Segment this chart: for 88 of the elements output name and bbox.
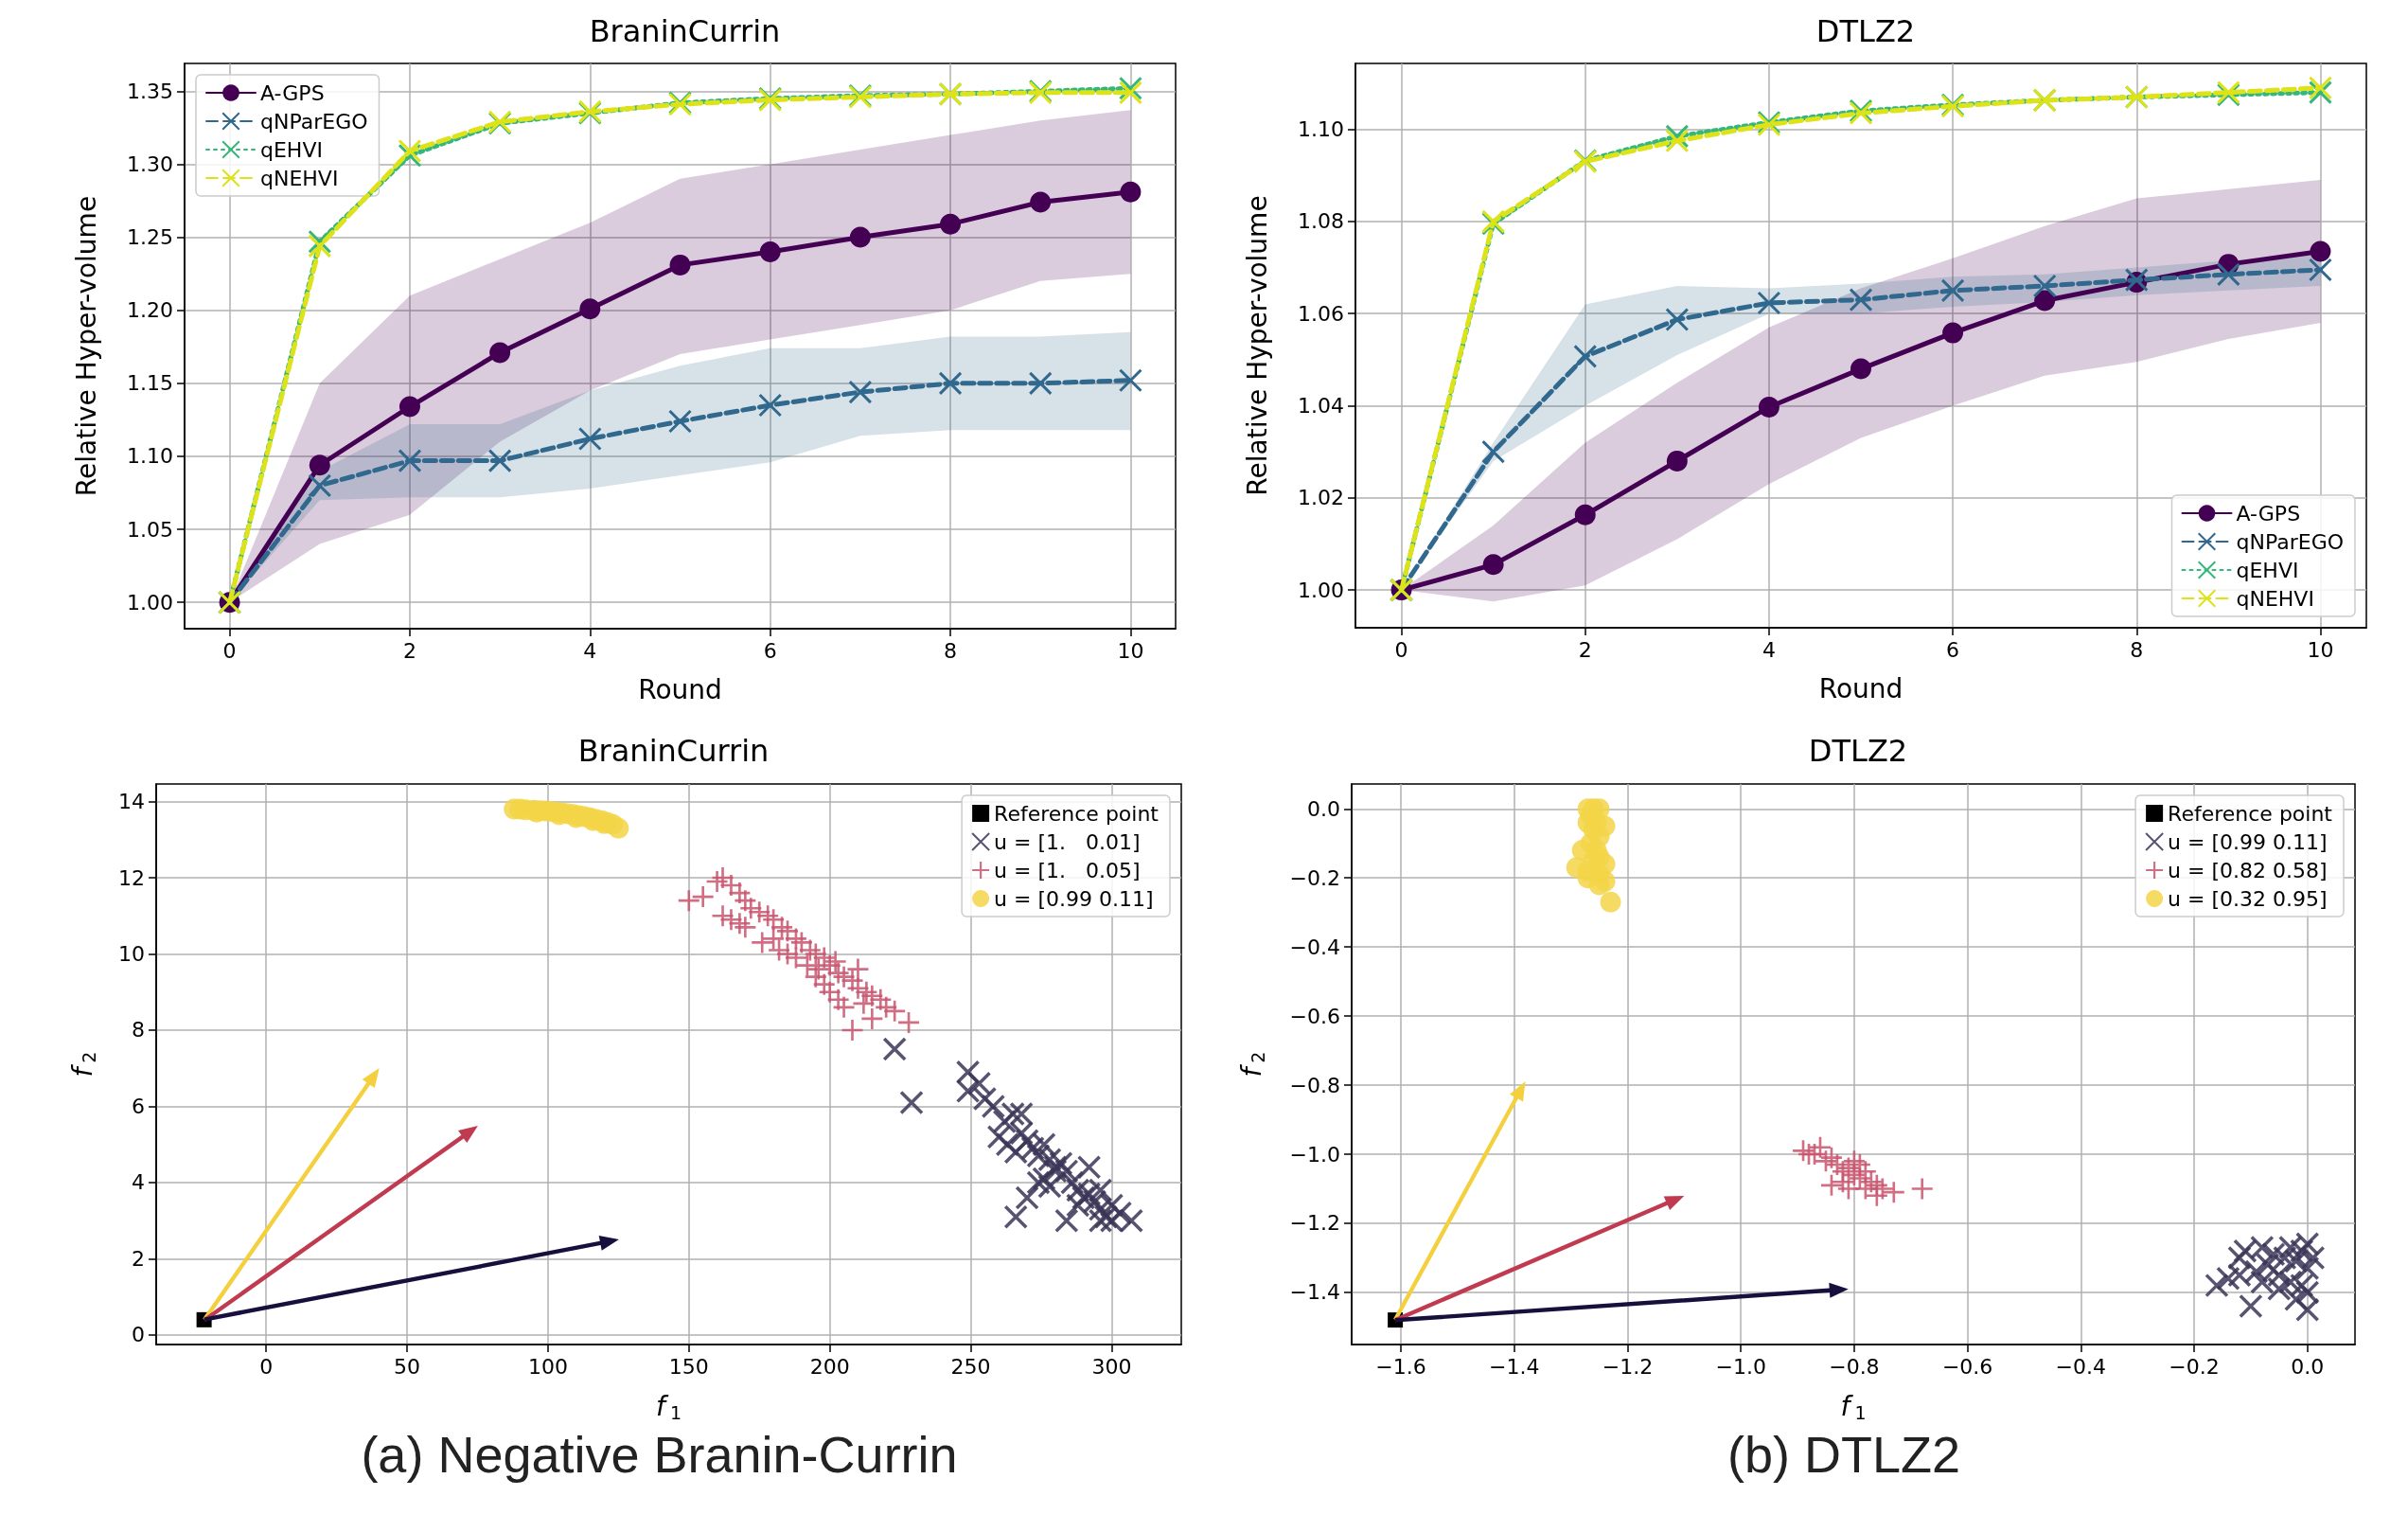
legend-label: u = [1. 0.01] bbox=[994, 829, 1141, 854]
x-tick-label: 0.0 bbox=[2291, 1354, 2325, 1379]
legend-label: qNParEGO bbox=[2236, 529, 2345, 554]
legend-label: u = [0.32 0.95] bbox=[2168, 886, 2328, 911]
y-tick-label: −0.8 bbox=[1289, 1073, 1340, 1097]
x-axis-title: Round bbox=[1818, 672, 1903, 704]
y-tick-label: 1.30 bbox=[127, 151, 173, 176]
x-tick-label: −0.8 bbox=[1829, 1354, 1880, 1379]
x-tick-label: 250 bbox=[950, 1354, 991, 1379]
x-tick-label: 10 bbox=[1117, 638, 1144, 663]
x-tick-label: 2 bbox=[1578, 637, 1592, 662]
x-tick-label: 200 bbox=[809, 1354, 850, 1379]
x-tick-label: −1.2 bbox=[1602, 1354, 1654, 1379]
x-tick-label: −0.4 bbox=[2055, 1354, 2107, 1379]
legend-label: qEHVI bbox=[2236, 558, 2299, 582]
y-tick-label: 0 bbox=[132, 1323, 145, 1347]
legend-label: u = [0.99 0.11] bbox=[2168, 829, 2328, 854]
x-tick-label: 0 bbox=[259, 1354, 274, 1379]
legend-label: qNParEGO bbox=[260, 109, 368, 134]
legend-label: u = [0.99 0.11] bbox=[994, 886, 1154, 911]
y-tick-label: −0.4 bbox=[1289, 935, 1340, 959]
y-tick-label: −1.0 bbox=[1289, 1142, 1340, 1167]
y-tick-label: 12 bbox=[118, 865, 145, 890]
y-tick-label: −0.6 bbox=[1289, 1004, 1340, 1028]
x-tick-label: 300 bbox=[1091, 1354, 1132, 1379]
x-tick-label: 0 bbox=[1394, 637, 1408, 662]
y-tick-label: 1.15 bbox=[127, 371, 173, 396]
legend-label: qEHVI bbox=[260, 137, 323, 162]
legend-label: qNEHVI bbox=[260, 166, 339, 190]
legend-label: Reference point bbox=[994, 801, 1160, 826]
y-tick-label: 1.04 bbox=[1298, 393, 1344, 418]
legend-label: A-GPS bbox=[260, 80, 325, 105]
y-tick-label: 1.00 bbox=[1298, 578, 1344, 602]
y-axis-title: f2 bbox=[1236, 1051, 1268, 1078]
legend-label: A-GPS bbox=[2236, 501, 2301, 525]
x-tick-label: −1.4 bbox=[1489, 1354, 1540, 1379]
y-tick-label: 1.10 bbox=[1298, 117, 1344, 142]
y-tick-label: 6 bbox=[132, 1094, 145, 1118]
x-tick-label: 6 bbox=[763, 638, 777, 663]
y-tick-label: 8 bbox=[132, 1018, 145, 1042]
y-tick-label: 1.20 bbox=[127, 298, 173, 323]
x-tick-label: −0.6 bbox=[1941, 1354, 1993, 1379]
y-tick-label: 1.10 bbox=[127, 444, 173, 469]
y-tick-label: 1.08 bbox=[1298, 209, 1344, 234]
y-tick-label: 1.05 bbox=[127, 517, 173, 542]
x-axis-title: f1 bbox=[656, 1391, 682, 1423]
x-tick-label: 0 bbox=[222, 638, 237, 663]
y-axis-title: Relative Hyper-volume bbox=[70, 195, 102, 497]
chart-title: DTLZ2 bbox=[1815, 13, 1916, 49]
y-tick-label: 1.35 bbox=[127, 79, 173, 103]
y-tick-label: 1.25 bbox=[127, 225, 173, 250]
y-tick-label: 2 bbox=[132, 1246, 145, 1271]
x-tick-label: 2 bbox=[402, 638, 416, 663]
x-tick-label: 50 bbox=[394, 1354, 421, 1379]
x-tick-label: 150 bbox=[668, 1354, 709, 1379]
chart-title: DTLZ2 bbox=[1808, 733, 1908, 769]
x-tick-label: 100 bbox=[527, 1354, 568, 1379]
x-axis-title: Round bbox=[638, 673, 722, 705]
y-tick-label: 1.06 bbox=[1298, 301, 1344, 326]
x-tick-label: 4 bbox=[583, 638, 597, 663]
chart-title: BraninCurrin bbox=[577, 733, 770, 769]
y-tick-label: 4 bbox=[132, 1170, 145, 1195]
y-axis-title: f2 bbox=[67, 1051, 99, 1078]
x-tick-label: 6 bbox=[1946, 637, 1960, 662]
x-tick-label: −1.0 bbox=[1715, 1354, 1766, 1379]
y-tick-label: 10 bbox=[118, 941, 145, 966]
y-tick-label: −1.2 bbox=[1289, 1211, 1340, 1236]
x-tick-label: −0.2 bbox=[2169, 1354, 2220, 1379]
x-tick-label: 8 bbox=[944, 638, 958, 663]
y-tick-label: −1.4 bbox=[1289, 1280, 1340, 1305]
y-tick-label: 1.02 bbox=[1298, 486, 1344, 510]
x-tick-label: 8 bbox=[2130, 637, 2144, 662]
y-axis-title: Relative Hyper-volume bbox=[1241, 195, 1273, 496]
chart-title: BraninCurrin bbox=[589, 13, 781, 49]
y-tick-label: −0.2 bbox=[1289, 865, 1340, 890]
legend-label: qNEHVI bbox=[2236, 586, 2314, 611]
x-tick-label: −1.6 bbox=[1375, 1354, 1426, 1379]
x-tick-label: 4 bbox=[1762, 637, 1776, 662]
text: (a) Negative Branin-Currin bbox=[361, 1426, 958, 1483]
y-tick-label: 1.00 bbox=[127, 590, 173, 615]
legend-label: Reference point bbox=[2168, 801, 2333, 826]
legend-label: u = [0.82 0.58] bbox=[2168, 858, 2328, 882]
x-tick-label: 10 bbox=[2307, 637, 2334, 662]
y-tick-label: 14 bbox=[118, 790, 145, 814]
text: (b) DTLZ2 bbox=[1726, 1426, 1961, 1483]
y-tick-label: 0.0 bbox=[1307, 796, 1340, 821]
x-axis-title: f1 bbox=[1840, 1391, 1867, 1423]
legend-label: u = [1. 0.05] bbox=[994, 858, 1141, 882]
